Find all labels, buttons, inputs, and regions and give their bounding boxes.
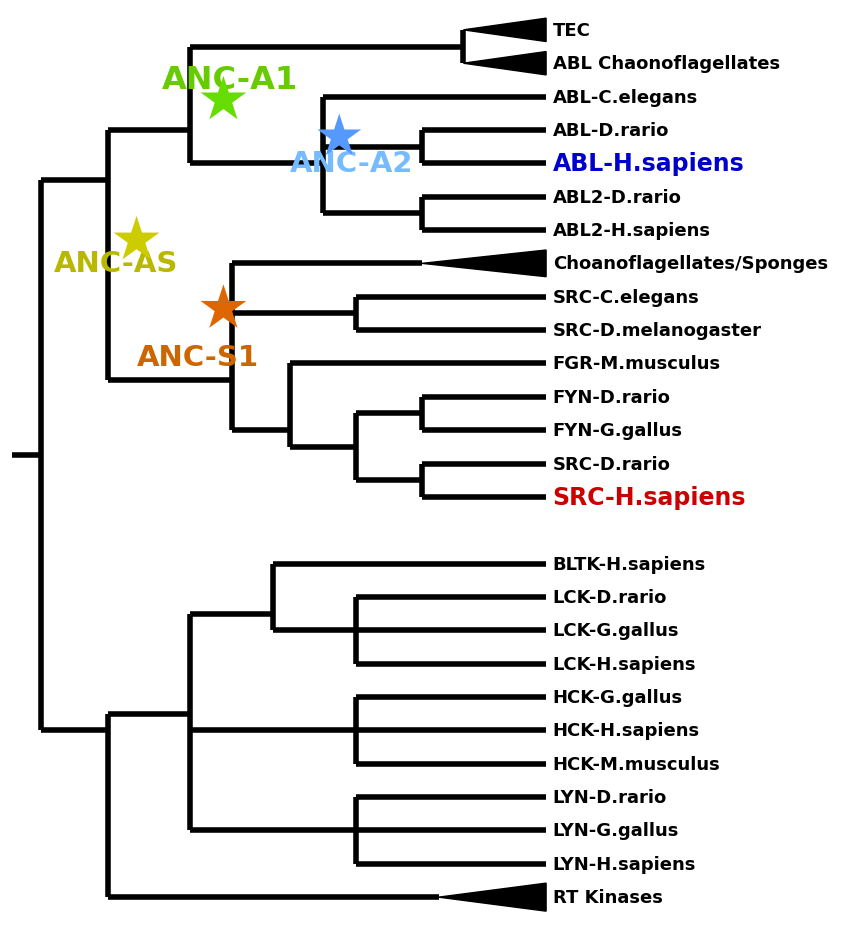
Text: ABL2-D.rario: ABL2-D.rario [553, 188, 682, 206]
Text: LYN-H.sapiens: LYN-H.sapiens [553, 855, 696, 873]
Text: ANC-AS: ANC-AS [54, 250, 178, 278]
Text: BLTK-H.sapiens: BLTK-H.sapiens [553, 555, 706, 573]
Point [130, 233, 144, 248]
Polygon shape [439, 883, 546, 911]
Point [332, 130, 346, 145]
Polygon shape [464, 19, 546, 43]
Point [217, 302, 230, 316]
Text: ABL2-H.sapiens: ABL2-H.sapiens [553, 222, 710, 239]
Text: ANC-S1: ANC-S1 [137, 343, 259, 371]
Text: LCK-D.rario: LCK-D.rario [553, 588, 667, 606]
Text: LYN-D.rario: LYN-D.rario [553, 788, 667, 806]
Polygon shape [464, 53, 546, 76]
Text: SRC-D.rario: SRC-D.rario [553, 455, 671, 473]
Text: RT Kinases: RT Kinases [553, 888, 662, 906]
Polygon shape [422, 251, 546, 277]
Text: ABL-C.elegans: ABL-C.elegans [553, 88, 698, 107]
Text: HCK-M.musculus: HCK-M.musculus [553, 754, 721, 773]
Text: SRC-C.elegans: SRC-C.elegans [553, 289, 699, 306]
Text: ABL Chaonoflagellates: ABL Chaonoflagellates [553, 55, 780, 73]
Text: TEC: TEC [553, 22, 591, 40]
Text: FGR-M.musculus: FGR-M.musculus [553, 355, 721, 373]
Point [217, 94, 230, 109]
Text: SRC-H.sapiens: SRC-H.sapiens [553, 485, 746, 509]
Text: LCK-H.sapiens: LCK-H.sapiens [553, 655, 697, 673]
Text: ANC-A1: ANC-A1 [162, 65, 298, 97]
Text: HCK-G.gallus: HCK-G.gallus [553, 689, 683, 706]
Text: ANC-A2: ANC-A2 [290, 150, 413, 178]
Text: FYN-D.rario: FYN-D.rario [553, 388, 671, 406]
Text: LCK-G.gallus: LCK-G.gallus [553, 622, 679, 639]
Text: ABL-D.rario: ABL-D.rario [553, 122, 669, 140]
Text: LYN-G.gallus: LYN-G.gallus [553, 821, 679, 840]
Text: SRC-D.melanogaster: SRC-D.melanogaster [553, 322, 762, 340]
Text: Choanoflagellates/Sponges: Choanoflagellates/Sponges [553, 255, 828, 273]
Text: FYN-G.gallus: FYN-G.gallus [553, 421, 683, 440]
Text: ABL-H.sapiens: ABL-H.sapiens [553, 152, 745, 176]
Text: HCK-H.sapiens: HCK-H.sapiens [553, 722, 700, 740]
